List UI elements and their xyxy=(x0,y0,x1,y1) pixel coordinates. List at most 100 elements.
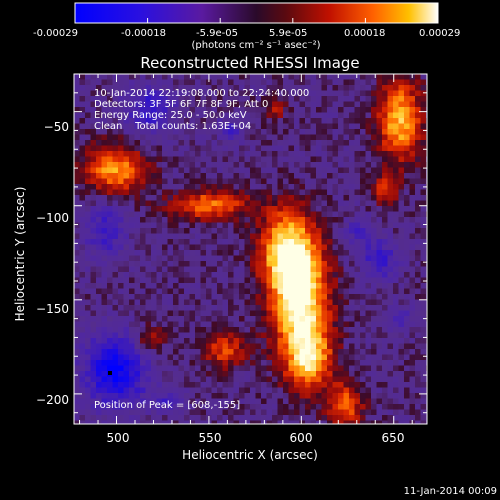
heatmap-cell xyxy=(118,382,124,388)
heatmap-cell xyxy=(310,217,317,223)
heatmap-cell xyxy=(360,371,366,377)
heatmap-cell xyxy=(184,145,190,152)
heatmap-cell xyxy=(255,239,262,245)
heatmap-cell xyxy=(233,79,240,86)
heatmap-cell xyxy=(365,365,372,372)
heatmap-cell xyxy=(233,305,240,311)
heatmap-cell xyxy=(217,376,223,383)
heatmap-cell xyxy=(272,409,278,416)
heatmap-cell xyxy=(343,277,350,284)
heatmap-cell xyxy=(371,283,377,289)
heatmap-cell xyxy=(162,79,168,86)
heatmap-cell xyxy=(211,178,218,185)
heatmap-cell xyxy=(393,316,399,322)
heatmap-cell xyxy=(398,74,405,80)
heatmap-cell xyxy=(272,371,278,377)
heatmap-cell xyxy=(107,228,113,234)
heatmap-cell xyxy=(332,200,339,207)
heatmap-cell xyxy=(244,156,251,163)
heatmap-cell xyxy=(349,184,355,190)
heatmap-cell xyxy=(244,228,251,234)
heatmap-cell xyxy=(349,360,355,366)
heatmap-cell xyxy=(112,206,119,212)
heatmap-cell xyxy=(140,217,146,223)
heatmap-cell xyxy=(123,387,130,394)
heatmap-cell xyxy=(283,156,289,163)
heatmap-cell xyxy=(393,420,399,424)
colorbar-ticks xyxy=(74,18,439,23)
heatmap-cell xyxy=(365,233,372,240)
heatmap-cell xyxy=(277,321,284,328)
heatmap-cell xyxy=(250,79,256,86)
heatmap-cell xyxy=(321,74,328,80)
heatmap-cell xyxy=(349,266,355,273)
heatmap-cell xyxy=(156,371,163,377)
heatmap-cell xyxy=(365,255,372,262)
heatmap-cell xyxy=(85,184,91,190)
heatmap-cell xyxy=(101,376,108,383)
heatmap-cell xyxy=(123,310,130,317)
heatmap-cell xyxy=(266,244,273,251)
heatmap-cell xyxy=(272,239,278,245)
heatmap-cell xyxy=(409,178,416,185)
heatmap-cell xyxy=(360,195,366,201)
heatmap-cell xyxy=(404,382,410,388)
heatmap-cell xyxy=(393,96,399,102)
heatmap-cell xyxy=(101,272,108,278)
heatmap-cell xyxy=(195,233,201,240)
heatmap-cell xyxy=(343,112,350,119)
heatmap-cell xyxy=(123,288,130,295)
heatmap-cell xyxy=(294,184,300,190)
heatmap-cell xyxy=(184,327,190,333)
heatmap-cell xyxy=(387,316,394,322)
heatmap-cell xyxy=(239,415,245,421)
heatmap-cell xyxy=(365,145,372,152)
heatmap-cell xyxy=(184,200,190,207)
y-tick-label: −200 xyxy=(36,393,69,407)
heatmap-cell xyxy=(228,244,234,251)
heatmap-cell xyxy=(129,420,135,424)
heatmap-cell xyxy=(321,217,328,223)
heatmap-cell xyxy=(371,79,377,86)
heatmap-cell xyxy=(206,211,212,218)
heatmap-cell xyxy=(387,101,394,108)
heatmap-cell xyxy=(79,266,86,273)
heatmap-cell xyxy=(217,244,223,251)
heatmap-cell xyxy=(338,118,344,124)
heatmap-cell xyxy=(398,250,405,256)
heatmap-cell xyxy=(393,134,399,141)
heatmap-cell xyxy=(217,107,223,113)
heatmap-cell xyxy=(151,343,157,350)
heatmap-cell xyxy=(112,195,119,201)
heatmap-cell xyxy=(200,101,207,108)
heatmap-cell xyxy=(206,79,212,86)
heatmap-cell xyxy=(261,316,267,322)
heatmap-cell xyxy=(387,382,394,388)
heatmap-cell xyxy=(310,162,317,168)
heatmap-cell xyxy=(354,316,361,322)
heatmap-cell xyxy=(360,140,366,146)
heatmap-cell xyxy=(338,129,344,135)
heatmap-cell xyxy=(393,222,399,229)
heatmap-cell xyxy=(189,250,196,256)
heatmap-cell xyxy=(349,255,355,262)
heatmap-cell xyxy=(283,409,289,416)
heatmap-cell xyxy=(299,85,306,91)
heatmap-cell xyxy=(156,233,163,240)
heatmap-cell xyxy=(360,365,366,372)
heatmap-cell xyxy=(233,85,240,91)
heatmap-cell xyxy=(338,85,344,91)
heatmap-cell xyxy=(305,145,311,152)
heatmap-cell xyxy=(145,239,152,245)
heatmap-cell xyxy=(85,140,91,146)
heatmap-cell xyxy=(200,277,207,284)
heatmap-cell xyxy=(376,134,383,141)
heatmap-cell xyxy=(382,321,388,328)
heatmap-cell xyxy=(244,382,251,388)
heatmap-cell xyxy=(316,349,322,355)
heatmap-cell xyxy=(332,118,339,124)
heatmap-cell xyxy=(173,277,179,284)
heatmap-cell xyxy=(151,244,157,251)
heatmap-cell xyxy=(283,310,289,317)
heatmap-cell xyxy=(244,316,251,322)
